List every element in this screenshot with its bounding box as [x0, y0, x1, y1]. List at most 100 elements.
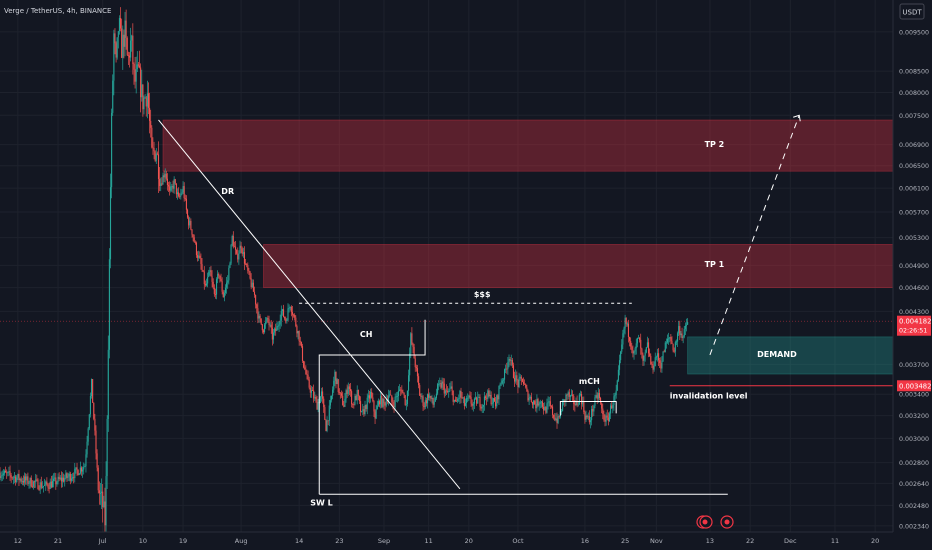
candle-body [336, 379, 338, 385]
y-tick-label: 0.006900 [899, 142, 929, 149]
events-icon[interactable] [696, 515, 734, 529]
candle-body [136, 64, 138, 69]
annotation-label: invalidation level [670, 391, 748, 400]
candle-body [205, 283, 208, 286]
candle-body [9, 471, 11, 476]
candle-body [393, 406, 395, 408]
candle-body [642, 354, 644, 361]
candle-body [663, 351, 665, 353]
candle-body [602, 408, 604, 415]
candle-body [314, 397, 316, 399]
candle-body [463, 397, 465, 406]
candle-body [579, 393, 581, 395]
candle-body [364, 404, 366, 415]
candle-body [414, 358, 416, 368]
candle-body [245, 263, 247, 265]
candle-body [338, 392, 340, 393]
candle-body [280, 310, 282, 321]
x-tick-label: Jul [98, 537, 107, 545]
candle-body [413, 347, 415, 359]
time-axis[interactable]: 12 21 Jul 10 19 Aug 14 23 Sep 11 20 Oct 16 25 Nov 13 22 D… [14, 537, 880, 545]
candle-body [164, 173, 166, 178]
y-tick-label: 0.004600 [899, 285, 929, 292]
candle-body [309, 387, 311, 393]
candle-body [375, 409, 377, 419]
x-tick-label: 11 [831, 537, 839, 545]
candle-body [343, 405, 345, 407]
candle-body [74, 468, 76, 479]
candle-body [595, 395, 597, 398]
price-axis-background [893, 0, 932, 532]
candle-body [174, 179, 176, 184]
candle-body [587, 416, 589, 418]
candle-body [87, 428, 89, 442]
candle-body [572, 394, 574, 397]
candle-body [501, 380, 503, 384]
candle-body [680, 333, 682, 336]
candle-body [98, 490, 100, 494]
candle-body [197, 255, 199, 258]
candle-body [45, 481, 47, 485]
candle-body [497, 395, 499, 400]
candle-body [58, 476, 60, 480]
candle-body [397, 390, 400, 397]
candle-body [479, 397, 481, 407]
candle-body [438, 383, 440, 385]
candle-body [59, 477, 61, 480]
candle-body [306, 374, 308, 375]
candle-body [443, 383, 445, 394]
candle-body [630, 340, 632, 347]
candle-body [142, 84, 144, 110]
candle-body [115, 43, 117, 58]
candle-body [198, 255, 200, 258]
candle-body [305, 369, 307, 375]
candle-body [608, 413, 611, 421]
candle-body [10, 475, 12, 478]
candle-body [362, 409, 364, 412]
candle-body [525, 384, 527, 388]
candle-body [249, 271, 251, 279]
candle-body [462, 397, 464, 399]
candle-body [157, 154, 160, 179]
candle-body [550, 406, 552, 407]
candle-body [257, 308, 259, 319]
candle-body [506, 368, 508, 370]
candle-body [190, 220, 192, 230]
candle-body [425, 400, 427, 404]
candle-body [168, 185, 170, 187]
candle-body [216, 279, 218, 295]
x-tick-label: Nov [650, 537, 663, 545]
candle-body [358, 396, 360, 402]
candle-body [127, 55, 129, 57]
candle-body [141, 84, 143, 98]
candle-body [528, 397, 530, 401]
candle-body [113, 33, 115, 81]
candle-body [577, 404, 579, 406]
candle-body [352, 404, 354, 405]
candle-body [265, 321, 267, 325]
candle-body [165, 173, 167, 179]
candle-body [300, 341, 302, 347]
currency-button[interactable]: USDT [899, 3, 925, 20]
candle-body [687, 322, 689, 325]
candle-body [8, 471, 10, 473]
x-tick-label: 19 [179, 537, 187, 545]
candle-body [583, 401, 585, 412]
candle-body [353, 404, 355, 406]
candle-body [629, 336, 631, 341]
candle-body [439, 383, 441, 384]
candle-body [573, 396, 575, 405]
candle-body [492, 398, 494, 404]
x-tick-label: 14 [295, 537, 303, 545]
candle-body [576, 401, 578, 405]
candle-body [347, 386, 349, 394]
candle-body [416, 368, 419, 377]
candle-body [442, 381, 444, 384]
candle-body [547, 402, 549, 404]
candle-body [646, 342, 648, 348]
candle-body [516, 375, 518, 380]
candle-body [433, 401, 435, 405]
candle-body [116, 37, 118, 58]
price-axis[interactable]: 0.009500 0.008500 0.008000 0.007500 0.006900… [897, 29, 931, 530]
